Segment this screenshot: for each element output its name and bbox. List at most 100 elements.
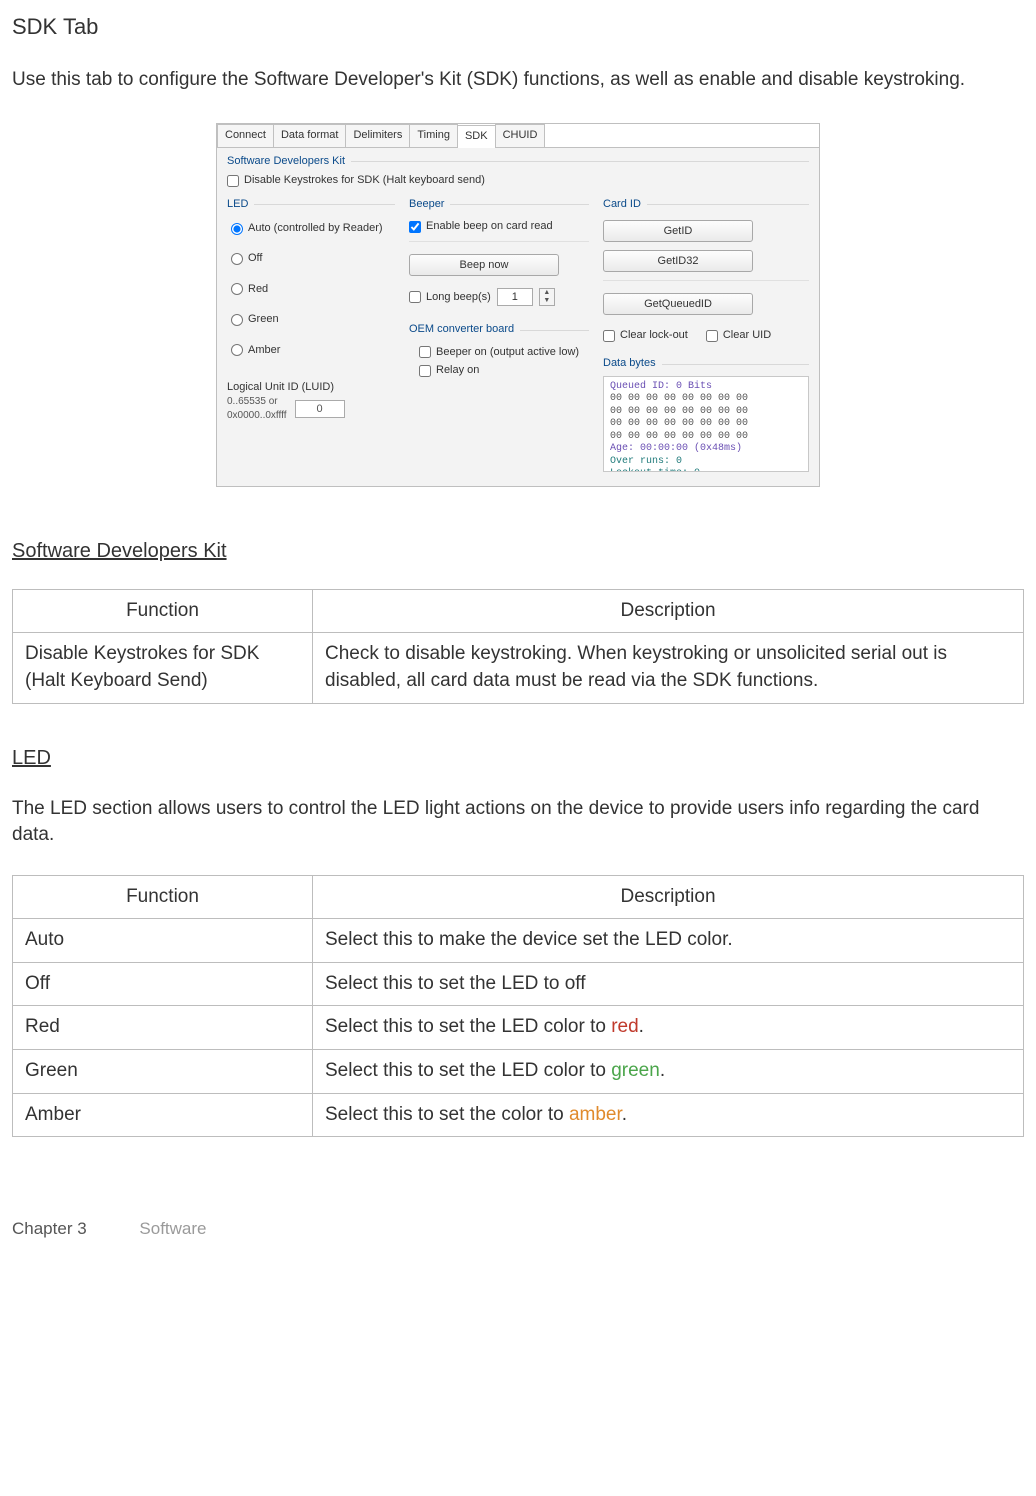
sdk-group-title-text: Software Developers Kit bbox=[227, 154, 345, 169]
oem-relay-checkbox[interactable]: Relay on bbox=[419, 363, 589, 378]
led-radio-auto-input[interactable] bbox=[231, 223, 243, 235]
divider bbox=[409, 241, 589, 242]
databytes-l4: 00 00 00 00 00 00 00 00 bbox=[610, 418, 748, 429]
enable-beep-input[interactable] bbox=[409, 221, 421, 233]
sdk-row1-desc: Check to disable keystroking. When keyst… bbox=[313, 633, 1024, 703]
luid-row: 0..65535 or 0x0000..0xffff 0 bbox=[227, 395, 395, 423]
clear-lockout-input[interactable] bbox=[603, 330, 615, 342]
databytes-l8: Lockout time: 0 bbox=[610, 468, 700, 472]
oem-relay-label: Relay on bbox=[436, 363, 479, 378]
dialog-screenshot: Connect Data format Delimiters Timing SD… bbox=[12, 123, 1024, 486]
led-row-green-func: Green bbox=[13, 1050, 313, 1094]
led-radio-green-label: Green bbox=[248, 312, 279, 327]
databytes-l7: Over runs: 0 bbox=[610, 456, 682, 467]
getid-button[interactable]: GetID bbox=[603, 220, 753, 242]
led-radio-off[interactable]: Off bbox=[231, 251, 395, 266]
data-bytes-box: Queued ID: 0 Bits 00 00 00 00 00 00 00 0… bbox=[603, 376, 809, 472]
led-radio-off-input[interactable] bbox=[231, 253, 243, 265]
disable-keystrokes-input[interactable] bbox=[227, 175, 239, 187]
led-row-red-func: Red bbox=[13, 1006, 313, 1050]
beeper-group: Beeper Enable beep on card read Beep now… bbox=[409, 197, 589, 472]
led-row-amber-post: . bbox=[622, 1104, 627, 1125]
clear-uid-checkbox[interactable]: Clear UID bbox=[706, 328, 771, 343]
sdk-row1-func: Disable Keystrokes for SDK (Halt Keyboar… bbox=[13, 633, 313, 703]
oem-relay-input[interactable] bbox=[419, 365, 431, 377]
led-row-amber-color: amber bbox=[569, 1104, 622, 1125]
led-radio-amber[interactable]: Amber bbox=[231, 343, 395, 358]
luid-range: 0..65535 or 0x0000..0xffff bbox=[227, 395, 287, 423]
intro-text: Use this tab to configure the Software D… bbox=[12, 67, 1024, 94]
databytes-title: Data bytes bbox=[603, 356, 809, 371]
databytes-l6: Age: 00:00:00 (0x48ms) bbox=[610, 443, 742, 454]
beeper-title-text: Beeper bbox=[409, 197, 444, 212]
page-title: SDK Tab bbox=[12, 12, 1024, 43]
led-row-amber-desc: Select this to set the color to amber. bbox=[313, 1093, 1024, 1137]
databytes-title-text: Data bytes bbox=[603, 356, 656, 371]
tab-delimiters[interactable]: Delimiters bbox=[345, 124, 410, 146]
led-radio-amber-input[interactable] bbox=[231, 344, 243, 356]
led-radio-auto-label: Auto (controlled by Reader) bbox=[248, 221, 383, 236]
tab-connect[interactable]: Connect bbox=[217, 124, 274, 146]
led-radio-red-label: Red bbox=[248, 282, 268, 297]
databytes-l1: Queued ID: 0 Bits bbox=[610, 381, 712, 392]
clear-lockout-label: Clear lock-out bbox=[620, 328, 688, 343]
divider bbox=[450, 204, 589, 205]
led-row-amber-func: Amber bbox=[13, 1093, 313, 1137]
clear-uid-input[interactable] bbox=[706, 330, 718, 342]
tab-timing[interactable]: Timing bbox=[409, 124, 458, 146]
enable-beep-label: Enable beep on card read bbox=[426, 219, 553, 234]
divider bbox=[647, 204, 809, 205]
sdk-th-desc: Description bbox=[313, 589, 1024, 633]
led-radio-green[interactable]: Green bbox=[231, 312, 395, 327]
oem-beeper-checkbox[interactable]: Beeper on (output active low) bbox=[419, 345, 589, 360]
getqueuedid-button[interactable]: GetQueuedID bbox=[603, 293, 753, 315]
led-section-heading: LED bbox=[12, 744, 1024, 772]
tab-chuid[interactable]: CHUID bbox=[495, 124, 546, 146]
disable-keystrokes-checkbox[interactable]: Disable Keystrokes for SDK (Halt keyboar… bbox=[227, 173, 809, 188]
led-radio-green-input[interactable] bbox=[231, 314, 243, 326]
led-radio-red[interactable]: Red bbox=[231, 282, 395, 297]
cardid-title-text: Card ID bbox=[603, 197, 641, 212]
clear-lockout-checkbox[interactable]: Clear lock-out bbox=[603, 328, 688, 343]
sdk-group-title: Software Developers Kit bbox=[227, 154, 809, 169]
tab-sdk[interactable]: SDK bbox=[457, 125, 496, 147]
beep-now-button[interactable]: Beep now bbox=[409, 254, 559, 276]
long-beep-checkbox[interactable]: Long beep(s) bbox=[409, 290, 491, 305]
divider bbox=[662, 364, 809, 365]
led-row-green-color: green bbox=[611, 1060, 660, 1081]
divider bbox=[351, 161, 809, 162]
oem-beeper-input[interactable] bbox=[419, 346, 431, 358]
tab-data-format[interactable]: Data format bbox=[273, 124, 346, 146]
led-table: Function Description Auto Select this to… bbox=[12, 875, 1024, 1138]
oem-beeper-label: Beeper on (output active low) bbox=[436, 345, 579, 360]
databytes-l3: 00 00 00 00 00 00 00 00 bbox=[610, 406, 748, 417]
led-row-red-pre: Select this to set the LED color to bbox=[325, 1016, 611, 1037]
luid-value[interactable]: 0 bbox=[295, 400, 345, 418]
long-beep-input[interactable] bbox=[409, 291, 421, 303]
divider bbox=[603, 280, 809, 281]
oem-title: OEM converter board bbox=[409, 322, 589, 337]
led-intro: The LED section allows users to control … bbox=[12, 796, 1024, 849]
spinner-up-icon[interactable]: ▲ bbox=[540, 289, 554, 297]
led-row-red-post: . bbox=[639, 1016, 644, 1037]
long-beep-value[interactable]: 1 bbox=[497, 288, 533, 306]
divider bbox=[520, 330, 589, 331]
led-radio-red-input[interactable] bbox=[231, 283, 243, 295]
dialog-body: Software Developers Kit Disable Keystrok… bbox=[217, 148, 819, 486]
led-row-green-pre: Select this to set the LED color to bbox=[325, 1060, 611, 1081]
clear-uid-label: Clear UID bbox=[723, 328, 771, 343]
led-row-red-desc: Select this to set the LED color to red. bbox=[313, 1006, 1024, 1050]
led-title-text: LED bbox=[227, 197, 248, 212]
databytes-l5: 00 00 00 00 00 00 00 00 bbox=[610, 431, 748, 442]
led-row-auto-func: Auto bbox=[13, 919, 313, 963]
sdk-th-func: Function bbox=[13, 589, 313, 633]
spinner-down-icon[interactable]: ▼ bbox=[540, 297, 554, 305]
long-beep-spinner[interactable]: ▲▼ bbox=[539, 288, 555, 306]
getid32-button[interactable]: GetID32 bbox=[603, 250, 753, 272]
enable-beep-checkbox[interactable]: Enable beep on card read bbox=[409, 219, 589, 234]
led-row-green-desc: Select this to set the LED color to gree… bbox=[313, 1050, 1024, 1094]
disable-keystrokes-label: Disable Keystrokes for SDK (Halt keyboar… bbox=[244, 173, 485, 188]
beeper-title: Beeper bbox=[409, 197, 589, 212]
led-radio-auto[interactable]: Auto (controlled by Reader) bbox=[231, 221, 395, 236]
led-title: LED bbox=[227, 197, 395, 212]
